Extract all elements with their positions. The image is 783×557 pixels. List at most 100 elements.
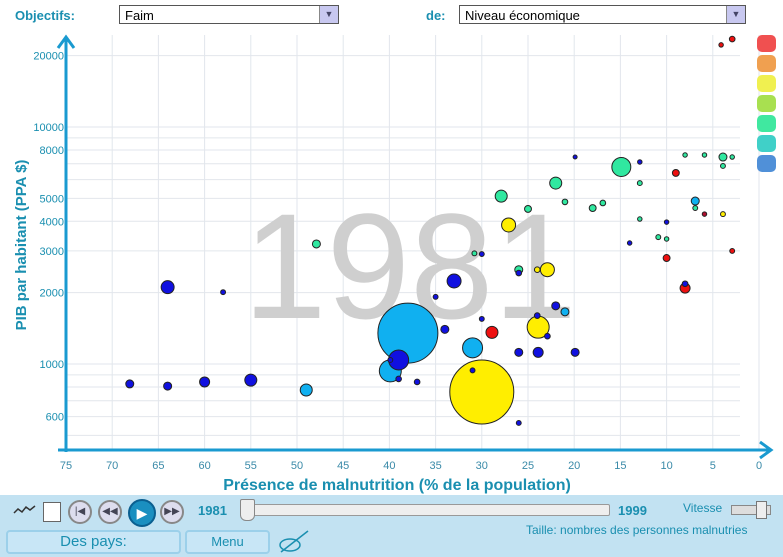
bubble: [551, 301, 561, 311]
x-tick-label: 5: [710, 460, 716, 472]
chevron-down-icon[interactable]: ▼: [726, 6, 745, 23]
speed-label: Vitesse: [683, 501, 723, 515]
bubble: [515, 269, 523, 277]
bubble: [446, 273, 462, 289]
x-tick-label: 45: [337, 460, 349, 472]
bubble: [387, 357, 394, 363]
bubble: [701, 152, 708, 158]
bubble: [663, 236, 670, 242]
bubble: [611, 157, 632, 177]
bubble: [663, 219, 670, 225]
bubble: [692, 205, 699, 212]
bubble: [432, 293, 439, 300]
bubble: [299, 383, 313, 397]
bubble: [462, 337, 484, 359]
chevron-down-icon[interactable]: ▼: [319, 6, 338, 23]
bubble: [478, 251, 485, 258]
bubble: [682, 152, 688, 158]
y-tick-label: 1000: [40, 359, 64, 371]
bubble: [636, 180, 643, 187]
legend-swatch[interactable]: [757, 55, 776, 72]
bubble: [485, 325, 499, 339]
x-axis-arrow: [759, 440, 774, 460]
bubble: [720, 211, 726, 218]
x-tick-label: 0: [756, 460, 762, 472]
bubble: [244, 373, 258, 387]
bubble: [599, 199, 607, 207]
bubble: [662, 254, 671, 262]
speed-slider[interactable]: [731, 505, 771, 515]
skip-start-button[interactable]: |◀: [68, 500, 92, 524]
de-value: Niveau économique: [465, 8, 580, 23]
year-slider-track[interactable]: [243, 504, 610, 516]
objectifs-select[interactable]: Faim ▼: [119, 5, 339, 24]
bubble: [626, 240, 633, 246]
x-axis-label: Présence de malnutrition (% de la popula…: [223, 477, 571, 494]
legend-swatch[interactable]: [757, 135, 776, 152]
bubble: [478, 315, 485, 322]
y-axis-arrow: [56, 34, 76, 49]
bubble: [570, 347, 580, 357]
x-tick-label: 25: [522, 460, 534, 472]
y-tick-label: 8000: [40, 145, 64, 157]
trail-checkbox[interactable]: [43, 502, 61, 522]
bubble: [561, 198, 569, 206]
bubble: [718, 42, 724, 48]
x-tick-label: 70: [106, 460, 118, 472]
bubble: [729, 247, 736, 254]
x-tick-label: 65: [152, 460, 164, 472]
y-tick-label: 20000: [33, 51, 64, 63]
bubble: [514, 347, 524, 357]
bubble: [588, 204, 597, 213]
bubble: [533, 312, 541, 319]
bubble: [701, 211, 708, 217]
bubble: [560, 307, 570, 317]
x-tick-label: 50: [291, 460, 303, 472]
y-tick-label: 10000: [33, 122, 64, 134]
bubble: [524, 204, 532, 213]
bubble: [690, 196, 700, 206]
bubble: [469, 367, 476, 374]
x-tick-label: 10: [660, 460, 672, 472]
edit-pen-icon[interactable]: [275, 528, 311, 554]
de-select[interactable]: Niveau économique ▼: [459, 5, 746, 24]
y-tick-label: 600: [46, 412, 64, 424]
year-slider-thumb[interactable]: [240, 499, 255, 521]
bubble: [163, 381, 173, 391]
legend-swatch[interactable]: [757, 95, 776, 112]
objectifs-value: Faim: [125, 8, 154, 23]
bubble: [728, 35, 736, 43]
bubble: [720, 162, 726, 169]
x-tick-label: 75: [60, 460, 72, 472]
speed-slider-thumb[interactable]: [756, 501, 767, 519]
legend-swatch[interactable]: [757, 35, 776, 52]
bubble: [125, 379, 135, 389]
countries-button[interactable]: Des pays:: [6, 530, 181, 554]
legend-swatch[interactable]: [757, 115, 776, 132]
bubble: [532, 346, 544, 358]
play-button[interactable]: ▶: [128, 499, 156, 527]
bubble: [311, 239, 321, 249]
legend-swatch[interactable]: [757, 75, 776, 92]
bubble: [572, 154, 578, 160]
legend-swatch[interactable]: [757, 155, 776, 172]
trail-icon[interactable]: [13, 505, 37, 515]
de-label: de:: [426, 8, 446, 23]
bubble: [440, 324, 450, 334]
bubble: [449, 359, 515, 425]
bubble: [671, 168, 680, 177]
fast-forward-button[interactable]: ▶▶: [160, 500, 184, 524]
x-tick-label: 35: [429, 460, 441, 472]
control-panel: |◀ ◀◀ ▶ ▶▶ 1981 1999 Vitesse Taille: nom…: [0, 495, 783, 557]
x-tick-label: 40: [383, 460, 395, 472]
x-tick-label: 15: [614, 460, 626, 472]
bubble: [395, 375, 402, 383]
y-axis-label: PIB par habitant (PPA $): [13, 160, 30, 331]
bubble: [160, 280, 175, 295]
bubble: [729, 154, 735, 160]
bubble: [549, 176, 563, 190]
bubble: [220, 289, 227, 296]
rewind-button[interactable]: ◀◀: [98, 500, 122, 524]
menu-button[interactable]: Menu: [185, 530, 270, 554]
